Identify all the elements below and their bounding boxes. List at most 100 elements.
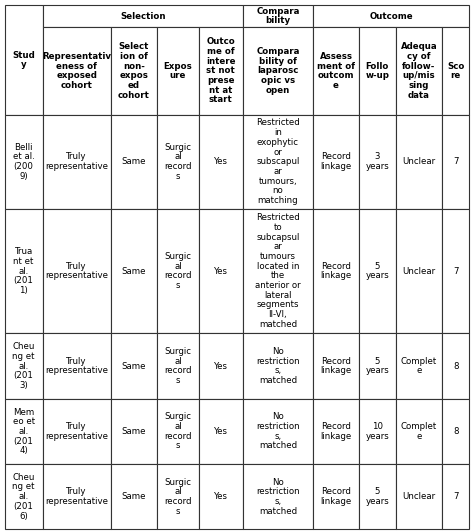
Text: 7: 7 — [453, 492, 458, 501]
Bar — [243, 334, 313, 399]
Text: Cheu
ng et
al.
(201
3): Cheu ng et al. (201 3) — [12, 342, 35, 390]
Bar — [442, 27, 469, 115]
Text: Truly
representative: Truly representative — [45, 262, 108, 280]
Text: Same: Same — [122, 427, 146, 436]
Text: 3
years: 3 years — [365, 152, 389, 171]
Bar — [359, 27, 395, 115]
Bar — [199, 27, 243, 115]
Text: Record
linkage: Record linkage — [320, 487, 352, 506]
Bar — [359, 115, 395, 209]
Text: Stud
y: Stud y — [12, 51, 35, 70]
Text: Yes: Yes — [214, 492, 228, 501]
Text: Same: Same — [122, 362, 146, 371]
Bar — [313, 115, 359, 209]
Text: Surgic
al
record
s: Surgic al record s — [164, 252, 191, 290]
Text: Sco
re: Sco re — [447, 62, 465, 80]
Bar — [395, 464, 442, 529]
Text: 7: 7 — [453, 157, 458, 166]
Bar — [157, 209, 199, 334]
Text: Yes: Yes — [214, 427, 228, 436]
Text: Representativ
eness of
exposed
cohort: Representativ eness of exposed cohort — [42, 52, 111, 90]
Text: Same: Same — [122, 267, 146, 276]
Text: Mem
eo et
al.
(201
4): Mem eo et al. (201 4) — [13, 408, 35, 455]
Bar — [111, 209, 157, 334]
Text: 8: 8 — [453, 362, 458, 371]
Bar — [359, 209, 395, 334]
Text: Record
linkage: Record linkage — [320, 357, 352, 376]
Text: Truly
representative: Truly representative — [45, 152, 108, 171]
Bar — [5, 5, 43, 115]
Bar — [5, 334, 43, 399]
Text: Belli
et al.
(200
9): Belli et al. (200 9) — [13, 143, 35, 181]
Bar — [111, 334, 157, 399]
Text: Same: Same — [122, 492, 146, 501]
Bar — [43, 399, 111, 464]
Bar — [442, 399, 469, 464]
Bar — [313, 334, 359, 399]
Text: Surgic
al
record
s: Surgic al record s — [164, 412, 191, 451]
Bar — [157, 334, 199, 399]
Bar — [395, 115, 442, 209]
Text: Compara
bility: Compara bility — [256, 7, 300, 26]
Bar — [5, 209, 43, 334]
Text: Same: Same — [122, 157, 146, 166]
Text: Adequa
cy of
follow-
up/mis
sing
data: Adequa cy of follow- up/mis sing data — [401, 42, 437, 99]
Bar — [111, 464, 157, 529]
Bar — [442, 464, 469, 529]
Bar — [157, 399, 199, 464]
Text: Yes: Yes — [214, 267, 228, 276]
Bar — [43, 115, 111, 209]
Bar — [395, 27, 442, 115]
Text: Surgic
al
record
s: Surgic al record s — [164, 143, 191, 181]
Bar — [359, 334, 395, 399]
Bar — [243, 27, 313, 115]
Bar — [5, 115, 43, 209]
Text: 5
years: 5 years — [365, 487, 389, 506]
Bar — [43, 209, 111, 334]
Bar — [395, 334, 442, 399]
Text: Assess
ment of
outcom
e: Assess ment of outcom e — [317, 52, 355, 90]
Bar — [199, 464, 243, 529]
Text: Expos
ure: Expos ure — [164, 62, 192, 80]
Bar — [157, 27, 199, 115]
Bar — [199, 115, 243, 209]
Text: Complet
e: Complet e — [401, 357, 437, 376]
Bar — [359, 464, 395, 529]
Text: Yes: Yes — [214, 157, 228, 166]
Bar — [243, 115, 313, 209]
Bar — [111, 115, 157, 209]
Text: 8: 8 — [453, 427, 458, 436]
Bar — [359, 399, 395, 464]
Bar — [43, 27, 111, 115]
Text: Select
ion of
non-
expos
ed
cohort: Select ion of non- expos ed cohort — [118, 42, 150, 99]
Text: Record
linkage: Record linkage — [320, 422, 352, 440]
Text: Restricted
to
subcapsul
ar
tumours
located in
the
anterior or
lateral
segments
I: Restricted to subcapsul ar tumours locat… — [255, 213, 301, 329]
Text: Unclear: Unclear — [402, 267, 435, 276]
Text: 10
years: 10 years — [365, 422, 389, 440]
Text: Follo
w-up: Follo w-up — [365, 62, 389, 80]
Text: Unclear: Unclear — [402, 492, 435, 501]
Bar — [395, 399, 442, 464]
Bar — [243, 5, 313, 27]
Text: Selection: Selection — [120, 12, 165, 21]
Bar — [43, 5, 243, 27]
Bar — [5, 399, 43, 464]
Bar — [157, 115, 199, 209]
Text: 7: 7 — [453, 267, 458, 276]
Bar — [243, 399, 313, 464]
Bar — [313, 27, 359, 115]
Text: 5
years: 5 years — [365, 357, 389, 376]
Bar — [313, 5, 469, 27]
Text: Outcome: Outcome — [369, 12, 413, 21]
Text: No
restriction
s,
matched: No restriction s, matched — [256, 347, 300, 385]
Text: Unclear: Unclear — [402, 157, 435, 166]
Text: Surgic
al
record
s: Surgic al record s — [164, 347, 191, 385]
Bar — [111, 399, 157, 464]
Bar — [157, 464, 199, 529]
Bar — [199, 209, 243, 334]
Text: Truly
representative: Truly representative — [45, 487, 108, 506]
Text: Truly
representative: Truly representative — [45, 422, 108, 440]
Text: No
restriction
s,
matched: No restriction s, matched — [256, 478, 300, 516]
Bar — [313, 209, 359, 334]
Bar — [313, 399, 359, 464]
